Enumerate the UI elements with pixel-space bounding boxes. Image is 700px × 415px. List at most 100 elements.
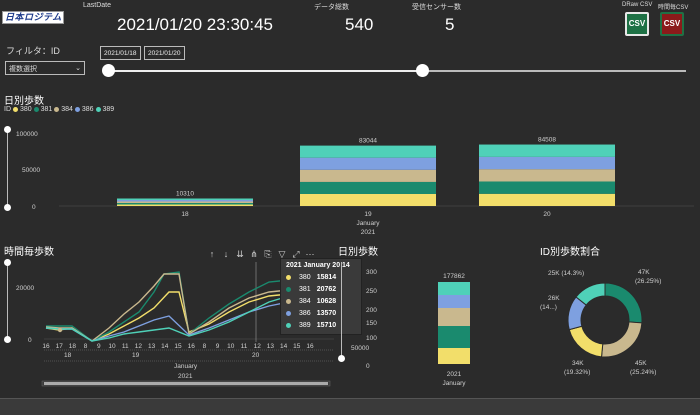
bar-segment-380[interactable] bbox=[117, 204, 253, 206]
bar-segment-386[interactable] bbox=[300, 157, 436, 170]
bar-segment-386[interactable] bbox=[479, 156, 615, 170]
date-slider-start-handle[interactable] bbox=[102, 64, 115, 77]
tooltip-row: 386 13570 bbox=[286, 307, 356, 319]
daily-y-slider-bottom[interactable] bbox=[4, 204, 11, 211]
legend-id-label: ID bbox=[4, 106, 11, 113]
id-multiselect[interactable]: 複数選択 ⌄ bbox=[5, 61, 85, 75]
bar-segment-380[interactable] bbox=[300, 194, 436, 206]
small-y-slider-track[interactable] bbox=[341, 262, 342, 358]
tooltip-title: 2021 January 20 14 bbox=[286, 262, 350, 269]
drill-down-icon[interactable]: ↓ bbox=[223, 249, 229, 259]
stack-384[interactable] bbox=[438, 308, 470, 326]
visual-toolbar: ↑ ↓ ⇊ ⋔ ⎘ ▽ ⤢ ⋯ bbox=[205, 244, 317, 262]
legend-item-384[interactable]: 384 bbox=[54, 106, 73, 113]
select-value: 複数選択 bbox=[9, 66, 37, 73]
bar-segment-389[interactable] bbox=[117, 198, 253, 201]
y-tick: 20000 bbox=[16, 285, 34, 292]
month-label: January bbox=[174, 363, 198, 370]
focus-mode-icon[interactable]: ⤢ bbox=[292, 249, 300, 259]
x-tick: 9 bbox=[216, 343, 220, 350]
bar-segment-381[interactable] bbox=[300, 181, 436, 194]
filter-icon[interactable]: ▽ bbox=[278, 249, 286, 259]
x-label: January bbox=[442, 380, 466, 387]
y-tick: 100 bbox=[366, 335, 377, 342]
y-tick: 250 bbox=[366, 288, 377, 295]
bottom-page-bar bbox=[0, 398, 700, 415]
total-label: 177862 bbox=[443, 273, 465, 280]
steps-total-label: データ総数 bbox=[314, 4, 349, 11]
bar-segment-389[interactable] bbox=[300, 145, 436, 158]
legend-item-380[interactable]: 380 bbox=[12, 106, 32, 113]
hourly-csv-label: 時間毎CSV bbox=[658, 5, 689, 11]
legend-item-386[interactable]: 386 bbox=[74, 106, 94, 113]
day-label: 18 bbox=[64, 352, 72, 359]
day-label: 20 bbox=[252, 352, 260, 359]
x-tick: 11 bbox=[241, 343, 248, 350]
y-tick: 150 bbox=[366, 320, 377, 327]
bar-segment-380[interactable] bbox=[479, 193, 615, 206]
x-tick: 8 bbox=[203, 343, 207, 350]
slice-label: 45K bbox=[635, 360, 647, 367]
y-tick: 100000 bbox=[16, 131, 38, 138]
year-label: 2021 bbox=[178, 373, 193, 380]
donut-slice-389[interactable] bbox=[575, 282, 606, 306]
date-from-input[interactable]: 2021/01/18 bbox=[100, 46, 141, 60]
chevron-down-icon: ⌄ bbox=[75, 65, 81, 72]
x-tick: 10 bbox=[108, 343, 116, 350]
donut-slice-381[interactable] bbox=[604, 282, 643, 324]
stack-381[interactable] bbox=[438, 326, 470, 348]
donut-title: ID別歩数割合 bbox=[540, 247, 600, 258]
expand-down-icon[interactable]: ⇊ bbox=[236, 249, 244, 259]
stack-386[interactable] bbox=[438, 295, 470, 308]
csv-icon: CSV bbox=[628, 19, 646, 28]
daily-y-slider-track[interactable] bbox=[7, 130, 8, 208]
legend-item-381[interactable]: 381 bbox=[33, 106, 52, 113]
copy-icon[interactable]: ⎘ bbox=[264, 249, 272, 259]
x-tick: 16 bbox=[42, 343, 50, 350]
lastdate-label: LastDate bbox=[83, 2, 112, 9]
slice-label: (25.24%) bbox=[630, 369, 656, 376]
stack-380[interactable] bbox=[438, 348, 470, 364]
bar-segment-384[interactable] bbox=[300, 169, 436, 182]
x-tick: 17 bbox=[56, 343, 64, 350]
donut-slice-380[interactable] bbox=[568, 325, 604, 358]
y-tick: 0 bbox=[32, 204, 36, 211]
bar-segment-381[interactable] bbox=[479, 181, 615, 194]
hover-tooltip: 2021 January 20 14 380 15814 381 20762 384… bbox=[280, 258, 362, 335]
date-slider-range bbox=[108, 70, 423, 72]
daily-legend: ID 380 381 384 386 389 bbox=[4, 106, 114, 113]
raw-csv-button[interactable]: CSV bbox=[625, 12, 649, 36]
daily-y-slider-top[interactable] bbox=[4, 126, 11, 133]
date-slider-end-handle[interactable] bbox=[416, 64, 429, 77]
hourly-y-slider-track[interactable] bbox=[7, 262, 8, 340]
legend-item-389[interactable]: 389 bbox=[95, 106, 114, 113]
date-to-input[interactable]: 2021/01/20 bbox=[144, 46, 185, 60]
hourly-y-slider-bottom[interactable] bbox=[4, 336, 11, 343]
stack-389[interactable] bbox=[438, 282, 470, 295]
x-tick: 8 bbox=[84, 343, 88, 350]
bar-total-label: 83044 bbox=[359, 138, 377, 145]
bar-segment-384[interactable] bbox=[117, 201, 253, 204]
small-y-slider-bottom[interactable] bbox=[338, 355, 345, 362]
bar-total-label: 84508 bbox=[538, 137, 556, 144]
hierarchy-icon[interactable]: ⋔ bbox=[250, 249, 258, 259]
hourly-chart-title: 時間毎歩数 bbox=[4, 247, 54, 258]
hourly-y-slider-top[interactable] bbox=[4, 259, 11, 266]
y-tick: 50000 bbox=[351, 345, 369, 352]
y-tick: 0 bbox=[28, 337, 32, 344]
bar-segment-384[interactable] bbox=[479, 169, 615, 182]
daily-small-chart: 300 250 200 150 100 50000 0 177862 2021 … bbox=[351, 269, 470, 387]
lastdate-value: 2021/01/20 23:30:45 bbox=[117, 15, 273, 34]
bar-segment-389[interactable] bbox=[479, 144, 615, 157]
slice-label: (19.32%) bbox=[564, 369, 590, 376]
donut-slice-384[interactable] bbox=[600, 321, 643, 358]
drill-up-icon[interactable]: ↑ bbox=[209, 249, 215, 259]
scrollbar-thumb[interactable] bbox=[44, 382, 328, 385]
bar-segment-381[interactable] bbox=[117, 203, 253, 205]
tooltip-row: 384 10628 bbox=[286, 295, 356, 307]
more-options-icon[interactable]: ⋯ bbox=[305, 249, 315, 259]
hourly-csv-button[interactable]: CSV bbox=[660, 12, 684, 36]
x-tick: 15 bbox=[293, 343, 301, 350]
company-logo: 日本ロジテム bbox=[2, 11, 64, 24]
bar-segment-386[interactable] bbox=[117, 200, 253, 202]
